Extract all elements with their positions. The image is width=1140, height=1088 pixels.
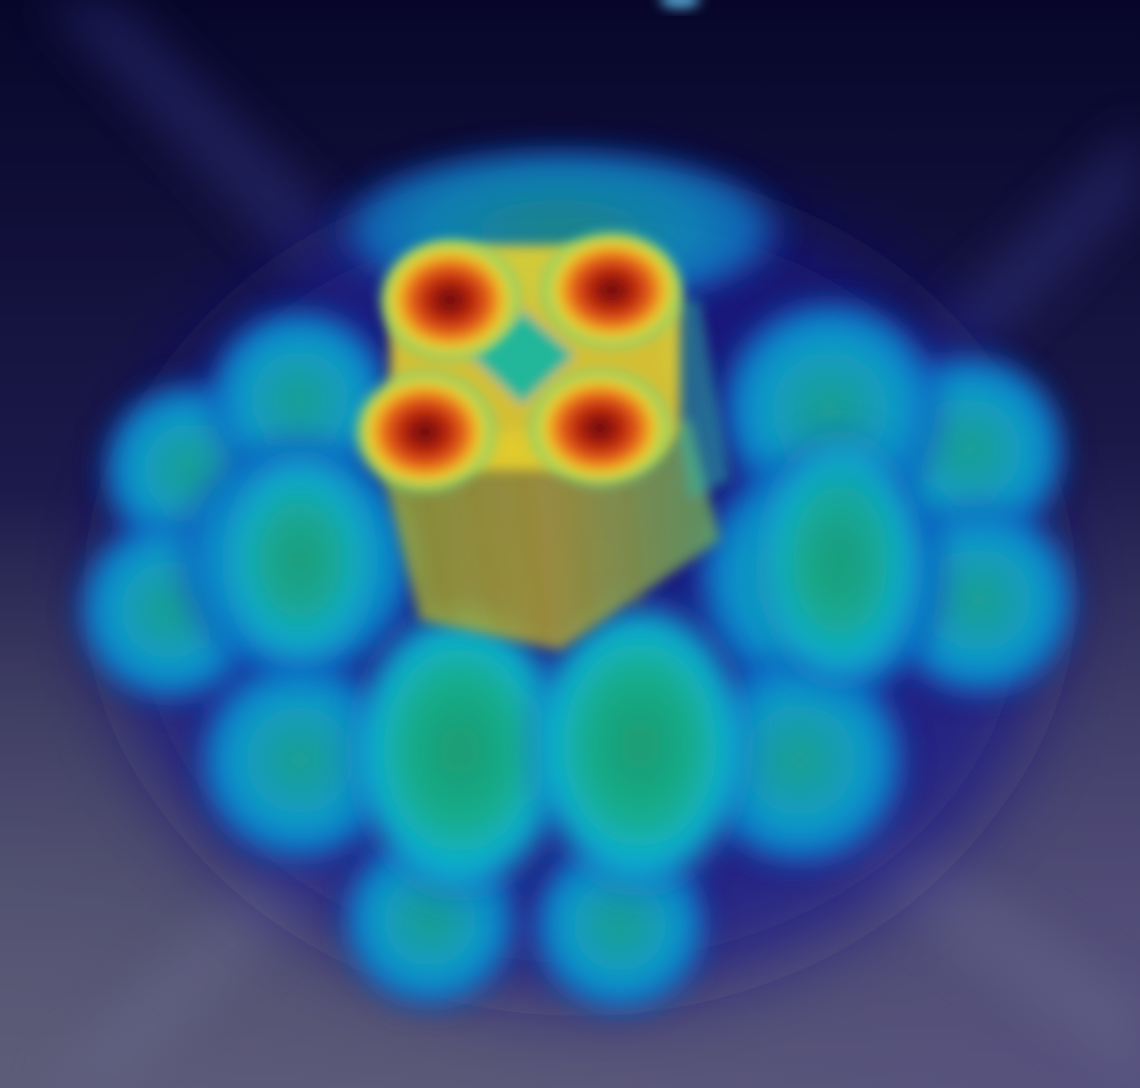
front-green-lobes <box>215 420 930 910</box>
hot-spots <box>353 230 684 494</box>
top-fleck <box>660 0 700 8</box>
